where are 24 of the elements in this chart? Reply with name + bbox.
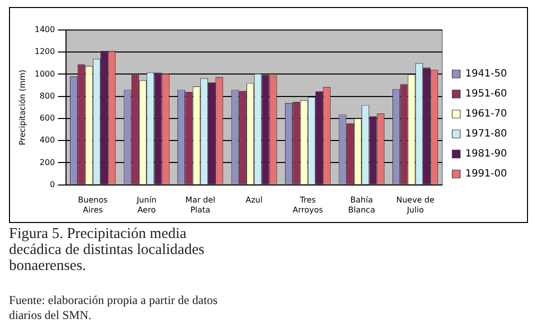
y-tick-label: 1000 <box>34 69 55 78</box>
y-tick-label: 1200 <box>34 47 55 56</box>
source-note: Fuente: elaboración propia a partir de datos diarios del SMN. <box>9 293 219 323</box>
x-tick-label: Tres Arroyos <box>292 196 324 214</box>
y-tick-label: 0 <box>50 180 55 189</box>
y-tick-label: 800 <box>40 91 55 100</box>
x-tick-label: Mar del Plata <box>185 196 216 214</box>
text: Figura 5. Precipitación media decádica de distintas localidades bonaerenses. <box>9 226 206 274</box>
y-tick-label: 1400 <box>34 25 55 34</box>
legend-label: 1971-80 <box>465 128 508 140</box>
x-tick-label: Junín Aero <box>136 196 156 214</box>
y-tick-label: 600 <box>40 114 55 123</box>
legend-label: 1961-70 <box>465 108 508 120</box>
legend-label: 1981-90 <box>465 148 508 160</box>
legend-label: 1951-60 <box>465 88 508 100</box>
x-tick-label: Nueve de Julio <box>396 196 434 214</box>
y-axis-title: Precipitación (mm) <box>18 70 27 146</box>
legend-label: 1941-50 <box>465 68 508 80</box>
x-tick-label: Buenos Aires <box>78 196 108 214</box>
x-tick-label: Bahía Blanca <box>348 196 376 214</box>
legend-label: 1991-00 <box>465 168 508 180</box>
x-tick-label: Azul <box>246 196 263 205</box>
y-tick-label: 400 <box>40 136 55 145</box>
y-tick-label: 200 <box>40 158 55 167</box>
